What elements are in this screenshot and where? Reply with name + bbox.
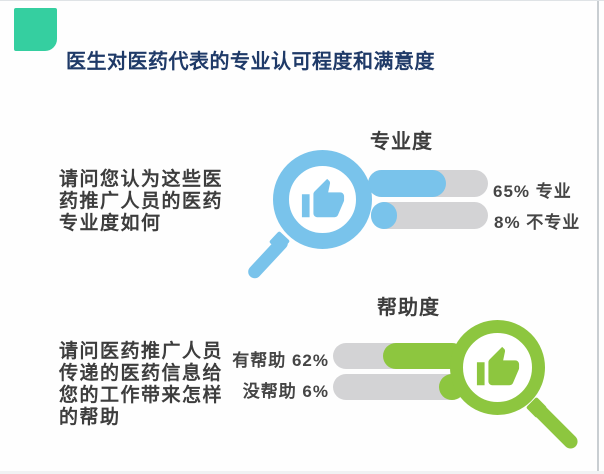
- bar-not-professional-label: 8% 不专业: [494, 213, 581, 232]
- section-title-helpfulness: 帮助度: [377, 297, 440, 319]
- section-title-professionalism: 专业度: [370, 131, 433, 153]
- magnifier-blue-lens: [273, 150, 372, 249]
- frame-edge-right: [597, 0, 599, 474]
- question-helpfulness: 请问医药推广人员 传递的医药信息给 您的工作带来怎样 的帮助: [59, 341, 224, 428]
- bar-helpful-label: 有帮助 62%: [232, 351, 329, 370]
- bar-not-helpful-label: 没帮助 6%: [242, 382, 329, 401]
- page-title: 医生对医药代表的专业认可程度和满意度: [66, 51, 435, 73]
- magnifier-green-lens: [450, 320, 545, 415]
- frame-edge-top: [0, 0, 604, 1]
- bar-helpful: [333, 343, 465, 369]
- bar-professional: [368, 170, 488, 197]
- bar-not-professional-fill: [371, 202, 397, 229]
- bar-not-professional: [371, 202, 488, 229]
- bar-professional-label: 65% 专业: [493, 182, 572, 201]
- thumbs-up-icon: [476, 346, 519, 385]
- corner-accent-square: [14, 8, 57, 51]
- thumbs-up-icon: [301, 178, 344, 217]
- question-professionalism: 请问您认为这些医 药推广人员的医药 专业度如何: [59, 169, 224, 234]
- frame-edge-bottom: [0, 471, 604, 474]
- bar-professional-fill: [368, 170, 446, 197]
- bar-not-helpful: [333, 374, 465, 400]
